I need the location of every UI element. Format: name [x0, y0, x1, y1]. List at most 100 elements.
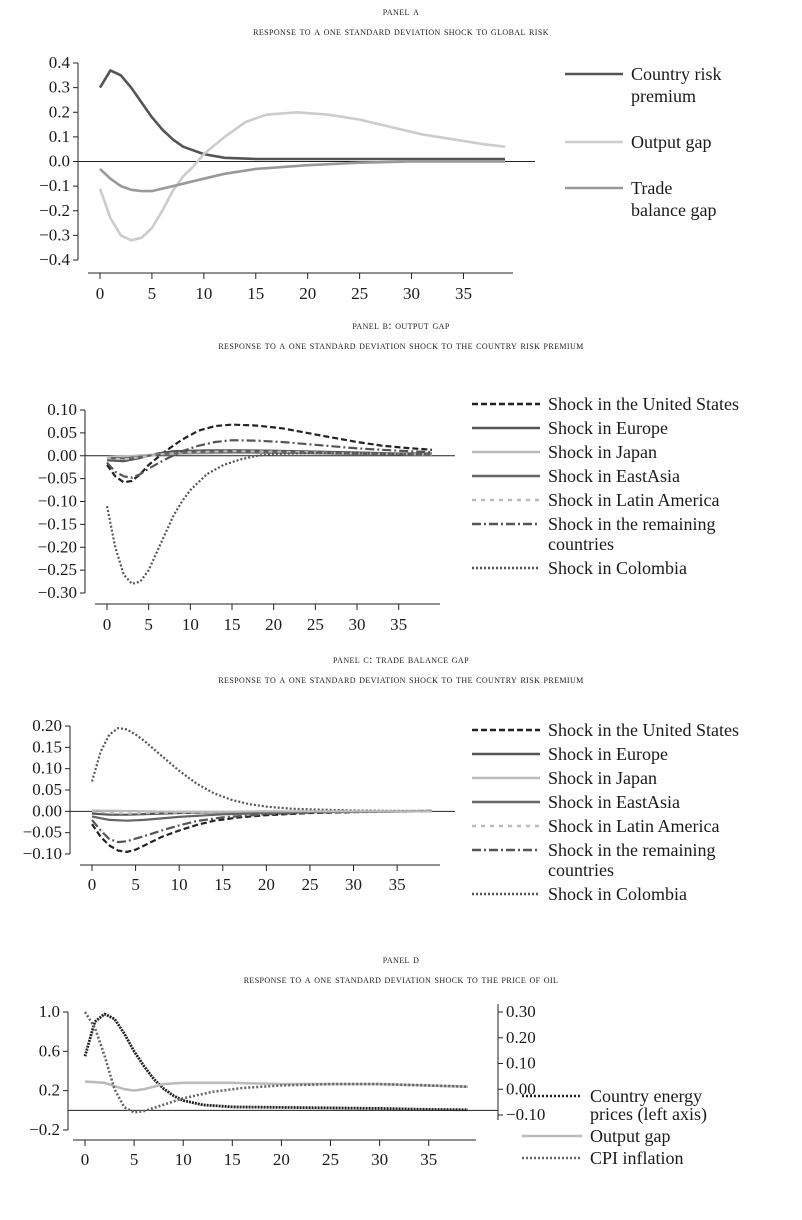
panel-a-x-tick-label: 25: [351, 284, 368, 303]
panel-a-legend-label: balance gap: [631, 200, 716, 220]
panel-d-legend-label: prices (left axis): [590, 1104, 707, 1125]
panel-d-x-tick-label: 15: [224, 1150, 241, 1169]
panel-d-x-tick-label: 5: [130, 1150, 139, 1169]
panel-a-x-tick-label: 10: [195, 284, 212, 303]
panel-b-x-tick-label: 15: [224, 615, 241, 634]
panel-c-series-shock-in-the-united-states: [91, 809, 433, 853]
panel-b-chart: 0.10 0.05 0.00 −0.05 −0.10 −0.15 −0.20 −0.25 −0.…: [38, 394, 739, 634]
panel-d-x-tick-label: 10: [175, 1150, 192, 1169]
panel-c-x-tick-label: 20: [258, 875, 275, 894]
panel-b-x-tick-label: 30: [349, 615, 366, 634]
panel-a-y-tick-label: 0.3: [49, 78, 70, 97]
panel-a-x-tick-label: 15: [247, 284, 264, 303]
panel-c-legend-label: Shock in EastAsia: [548, 792, 680, 812]
panel-c-x-tick-label: 15: [214, 875, 231, 894]
panel-b-legend-label: countries: [548, 534, 614, 554]
panel-c-series-shock-in-the-remaining-countries: [91, 810, 433, 844]
panel-b-legend-label: Shock in Japan: [548, 442, 657, 462]
panel-c-legend-label: Shock in Colombia: [548, 884, 687, 904]
panel-d-right-tick-label: 0.10: [506, 1054, 536, 1073]
panel-c-x-tick-label: 0: [88, 875, 97, 894]
panel-c-legend-label: Shock in Europe: [548, 744, 668, 764]
panel-c-header: PANEL C: TRADE BALANCE GAP RESPONSE TO A…: [0, 650, 802, 690]
panel-a-series-trade-balance-gap: [99, 160, 505, 193]
panel-d-x-tick-label: 30: [371, 1150, 388, 1169]
panel-d-x-tick-label: 20: [273, 1150, 290, 1169]
panel-c-y-tick-label: 0.10: [32, 759, 62, 778]
panel-c-legend-label: Shock in the United States: [548, 720, 739, 740]
panel-b-y-tick-label: −0.20: [38, 537, 77, 556]
panel-a-y-tick-label: −0.2: [39, 201, 70, 220]
panel-b-y-tick-label: −0.05: [38, 469, 77, 488]
panel-c-x-tick-label: 30: [345, 875, 362, 894]
panel-a-legend-label: premium: [631, 86, 696, 106]
panel-c-y-tick-label: 0.20: [32, 716, 62, 735]
panel-d-legend-label: CPI inflation: [590, 1148, 684, 1168]
panel-a-y-tick-label: −0.1: [39, 176, 70, 195]
panel-a-x-tick-label: 5: [148, 284, 157, 303]
panel-a-x-tick-label: 0: [96, 284, 105, 303]
panel-d-right-tick-label: −0.10: [506, 1105, 545, 1124]
panel-c-legend-label: Shock in Japan: [548, 768, 657, 788]
panel-d-y-tick-label: −0.2: [29, 1120, 60, 1139]
panel-d-x-tick-label: 25: [322, 1150, 339, 1169]
panel-c-x-tick-label: 25: [301, 875, 318, 894]
panel-a-y-tick-label: 0.1: [49, 127, 70, 146]
panel-b-title: RESPONSE TO A ONE STANDARD DEVIATION SHO…: [218, 340, 584, 352]
panel-b-y-tick-label: −0.30: [38, 583, 77, 602]
panel-c-legend-label: countries: [548, 860, 614, 880]
panel-c-x-tick-label: 10: [171, 875, 188, 894]
panel-b-legend-label: Shock in Europe: [548, 418, 668, 438]
panel-a-label: PANEL A: [382, 6, 420, 18]
panel-b-series-shock-in-latin-america: [106, 450, 433, 461]
panel-a-x-tick-label: 30: [403, 284, 420, 303]
panel-a-y-tick-label: 0.0: [49, 152, 70, 171]
panel-b-x-tick-label: 20: [265, 615, 282, 634]
panel-c-legend-label: Shock in Latin America: [548, 816, 719, 836]
panel-b-x-tick-label: 5: [144, 615, 153, 634]
panel-d-title: RESPONSE TO A ONE STANDARD DEVIATION SHO…: [243, 974, 559, 986]
panel-c-y-tick-label: 0.05: [32, 780, 62, 799]
panel-c-chart: 0.20 0.15 0.10 0.05 0.00 −0.05 −0.10 0 5 10 15 20 25…: [23, 716, 739, 904]
panel-c-x-tick-label: 5: [131, 875, 140, 894]
panel-c-x-tick-label: 35: [389, 875, 406, 894]
panel-a-x-tick-label: 35: [455, 284, 472, 303]
panel-a-series-country-risk-premium: [98, 69, 505, 161]
panel-b-y-tick-label: −0.25: [38, 560, 77, 579]
panel-b-legend-label: Shock in Colombia: [548, 558, 687, 578]
panel-b-y-tick-label: 0.00: [47, 446, 77, 465]
panel-b-label: PANEL B: OUTPUT GAP: [352, 320, 450, 332]
panel-c-y-tick-label: 0.00: [32, 801, 62, 820]
panel-d-y-tick-label: 1.0: [39, 1002, 60, 1021]
panel-c-label: PANEL C: TRADE BALANCE GAP: [333, 654, 469, 666]
panel-b-y-tick-label: 0.10: [47, 400, 77, 419]
panel-a-header: PANEL A RESPONSE TO A ONE STANDARD DEVIA…: [0, 2, 802, 42]
panel-d-legend-label: Country energy: [590, 1086, 702, 1106]
panel-d-legend-label: Output gap: [590, 1126, 671, 1146]
panel-d-y-tick-label: 0.2: [39, 1081, 60, 1100]
panel-c-series-shock-in-latin-america: [91, 810, 432, 815]
panel-d-right-tick-label: 0.00: [506, 1079, 536, 1098]
panel-d-x-tick-label: 0: [81, 1150, 90, 1169]
panel-a-x-tick-label: 20: [299, 284, 316, 303]
panel-d-right-tick-label: 0.30: [506, 1002, 536, 1021]
panel-d-right-tick-label: 0.20: [506, 1028, 536, 1047]
panel-d-header: PANEL D RESPONSE TO A ONE STANDARD DEVIA…: [0, 950, 802, 990]
panel-a-y-tick-label: 0.2: [49, 102, 70, 121]
panel-b-series-shock-in-the-united-states: [106, 423, 433, 484]
panel-b-y-tick-label: −0.15: [38, 514, 77, 533]
panel-a-chart: 0.4 0.3 0.2 0.1 0.0 −0.1 −0.2 −0.3 −0.4 0 5 10 15 20 2…: [39, 53, 721, 303]
panel-a-title: RESPONSE TO A ONE STANDARD DEVIATION SHO…: [253, 26, 549, 38]
panel-b-legend-label: Shock in the United States: [548, 394, 739, 414]
panel-b-legend-label: Shock in EastAsia: [548, 466, 680, 486]
panel-c-legend-label: Shock in the remaining: [548, 840, 715, 860]
panel-b-series-shock-in-colombia: [105, 451, 433, 585]
panel-b-x-tick-label: 25: [307, 615, 324, 634]
panel-d-x-tick-label: 35: [420, 1150, 437, 1169]
panel-a-y-tick-label: −0.4: [39, 250, 70, 269]
panel-d-y-tick-label: 0.6: [39, 1041, 60, 1060]
panel-a-series-output-gap: [98, 111, 506, 242]
panel-b-x-tick-label: 35: [390, 615, 407, 634]
panel-d-chart: 1.0 0.6 0.2 −0.2 0.30 0.20 0.10 0.00 −0.10 0 5 10 15…: [29, 1002, 707, 1169]
panel-d-label: PANEL D: [382, 954, 420, 966]
